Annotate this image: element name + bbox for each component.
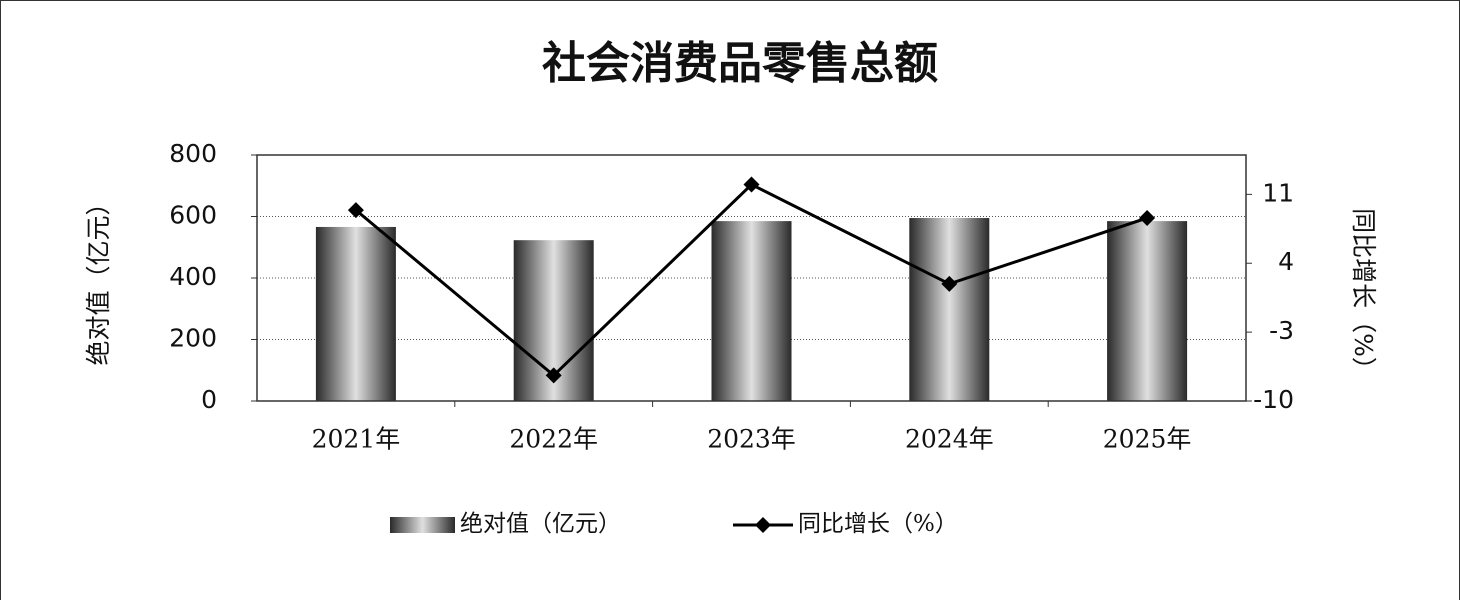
y-tick-label: 200	[169, 324, 217, 353]
y2-tick-label: 4	[1278, 247, 1294, 276]
x-tick-label: 2022年	[509, 425, 598, 454]
legend-label: 绝对值（亿元）	[460, 511, 621, 537]
x-tick-label: 2023年	[707, 425, 796, 454]
marker	[743, 176, 760, 193]
y2-tick-label: -3	[1269, 316, 1294, 345]
y2-tick-label: -10	[1253, 385, 1294, 414]
legend-marker	[755, 517, 771, 533]
plot-frame	[256, 154, 1247, 402]
bar	[711, 221, 792, 401]
y-axis-title: 绝对值（亿元）	[84, 190, 113, 365]
chart-title: 社会消费品零售总额	[542, 38, 938, 89]
bar	[909, 218, 990, 401]
x-tick-label: 2021年	[312, 425, 401, 454]
x-tick-label: 2024年	[905, 425, 994, 454]
y2-axis-title: 同比增长（%）	[1349, 208, 1378, 382]
marker	[347, 202, 364, 219]
y-tick-label: 0	[201, 385, 217, 414]
bar	[1107, 221, 1188, 401]
x-tick-label: 2025年	[1103, 425, 1192, 454]
marker	[545, 367, 562, 384]
marker	[941, 275, 958, 292]
marker	[1139, 209, 1156, 226]
y-tick-label: 800	[169, 139, 217, 168]
y2-tick-label: 11	[1262, 178, 1294, 207]
y-tick-label: 400	[169, 262, 217, 291]
bar	[315, 226, 396, 401]
legend-label: 同比增长（%）	[798, 511, 958, 537]
y-tick-label: 600	[169, 201, 217, 230]
legend-swatch	[390, 517, 455, 533]
